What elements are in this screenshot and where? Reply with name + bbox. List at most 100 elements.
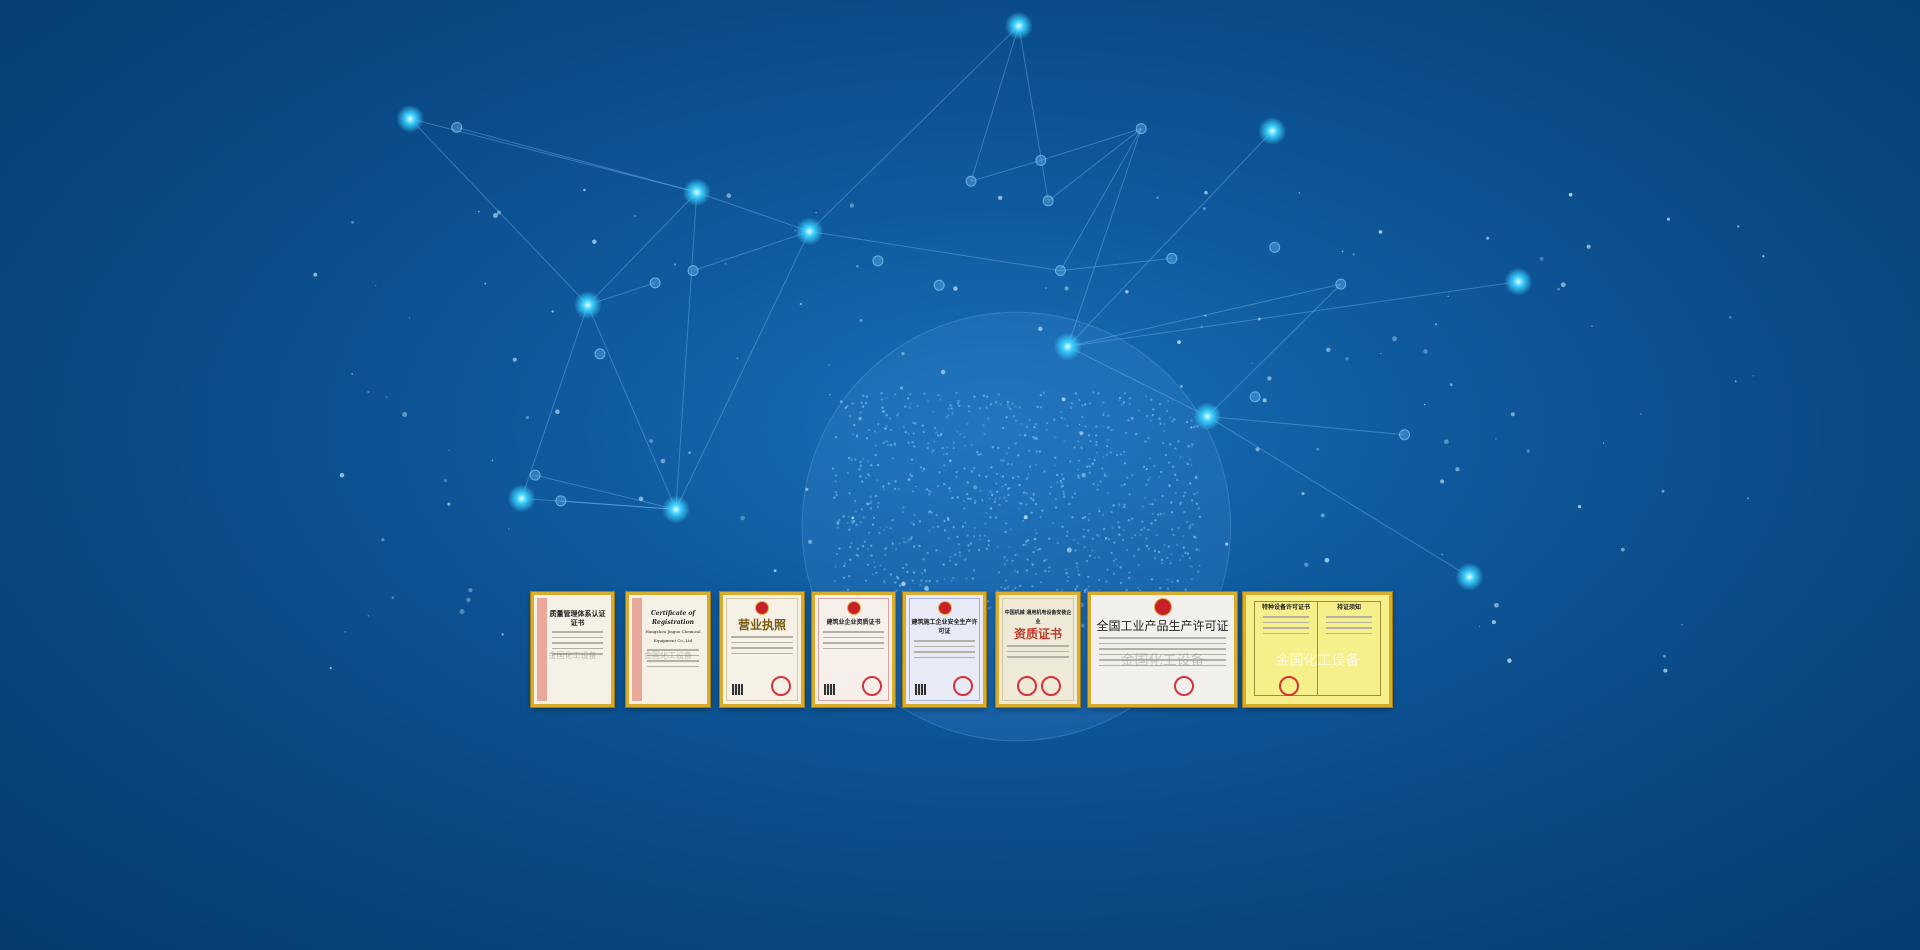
globe-dot	[991, 494, 993, 496]
globe-dot	[1035, 532, 1037, 534]
globe-dot	[1004, 531, 1006, 533]
certificate-business-license[interactable]: 营业执照	[720, 592, 804, 707]
certificate-special-equipment[interactable]: 特种设备许可证书 持证须知 金国化工设备	[1243, 592, 1392, 707]
globe-dot	[1001, 485, 1003, 487]
globe-dot	[1049, 492, 1051, 494]
globe-dot	[1186, 421, 1188, 423]
star-dot	[1455, 467, 1459, 471]
star-dot	[1557, 288, 1560, 291]
globe-dot	[1018, 508, 1020, 510]
star-dot	[1079, 325, 1080, 326]
globe-dot	[1102, 401, 1104, 403]
network-node	[396, 105, 424, 133]
globe-dot	[932, 411, 934, 413]
star-dot	[345, 631, 346, 632]
globe-dot	[847, 472, 849, 474]
globe-dot	[1171, 581, 1173, 583]
certificate-iso-english[interactable]: Certificate of Registration Hangzhou Jin…	[626, 592, 710, 707]
globe-dot	[1174, 447, 1176, 449]
star-dot	[808, 540, 812, 544]
globe-dot	[920, 466, 922, 468]
network-node	[1250, 392, 1260, 402]
certificate-qualification[interactable]: 中国机械 通用机电设备安装企业 资质证书	[996, 592, 1080, 707]
certificate-production-license[interactable]: 全国工业产品生产许可证 金国化工设备	[1088, 592, 1237, 707]
globe-dot	[987, 417, 989, 419]
globe-dot	[1043, 391, 1045, 393]
globe-dot	[835, 491, 837, 493]
network-node	[1043, 196, 1053, 206]
globe-dot	[1196, 548, 1198, 550]
star-dot	[1125, 290, 1128, 293]
globe-dot	[894, 581, 896, 583]
globe-dot	[1065, 568, 1067, 570]
globe-dot	[1179, 456, 1181, 458]
globe-dot	[1062, 478, 1064, 480]
globe-dot	[1107, 426, 1109, 428]
globe-dot	[925, 580, 927, 582]
star-dot	[639, 497, 644, 502]
certificate-construction-qualification[interactable]: 建筑业企业资质证书	[812, 592, 895, 707]
network-link	[1068, 131, 1272, 347]
globe-dot	[965, 558, 967, 560]
globe-dot	[884, 554, 886, 556]
globe-dot	[928, 580, 930, 582]
network-node	[650, 278, 660, 288]
globe-dot	[912, 490, 914, 492]
globe-dot	[1046, 422, 1048, 424]
globe-dot	[1016, 571, 1018, 573]
globe-dot	[1061, 526, 1063, 528]
star-dot	[484, 283, 486, 285]
globe-dot	[1196, 491, 1198, 493]
star-dot	[1492, 620, 1496, 624]
globe-dot	[909, 393, 911, 395]
star-dot	[508, 528, 510, 530]
globe-dot	[997, 546, 999, 548]
globe-dot	[932, 526, 934, 528]
globe-dot	[1055, 506, 1057, 508]
globe-dot	[1153, 465, 1155, 467]
globe-dot	[995, 401, 997, 403]
globe-dot	[955, 476, 957, 478]
globe-dot	[1018, 406, 1020, 408]
globe-dot	[1168, 461, 1170, 463]
globe-dot	[870, 464, 872, 466]
globe-dot	[1088, 519, 1090, 521]
globe-dot	[1011, 463, 1013, 465]
globe-dot	[877, 423, 879, 425]
star-dot	[774, 569, 777, 572]
globe-dot	[907, 442, 909, 444]
certificate-title: 全国工业产品生产许可证	[1091, 619, 1234, 633]
globe-dot	[865, 579, 867, 581]
globe-dot	[1040, 394, 1042, 396]
star-dot	[466, 598, 470, 602]
network-node	[595, 349, 605, 359]
star-dot	[583, 189, 585, 191]
certificate-iso-chinese[interactable]: 质量管理体系认证证书 金国化工设备	[531, 592, 614, 707]
globe-dot	[1076, 585, 1078, 587]
globe-dot	[928, 530, 930, 532]
star-dot	[1204, 315, 1206, 317]
globe-dot	[1078, 574, 1080, 576]
globe-dot	[838, 519, 840, 521]
star-dot	[1342, 251, 1344, 253]
globe-dot	[1061, 473, 1063, 475]
star-dot	[1621, 548, 1625, 552]
certificate-safety-production[interactable]: 建筑施工企业安全生产许可证	[903, 592, 986, 707]
globe-dot	[910, 403, 912, 405]
globe-dot	[1092, 462, 1094, 464]
star-dot	[794, 230, 796, 232]
star-dot	[829, 365, 830, 366]
globe-dot	[1014, 405, 1016, 407]
network-node	[1055, 266, 1065, 276]
globe-dot	[849, 558, 851, 560]
globe-dot	[1158, 417, 1160, 419]
globe-dot	[1187, 463, 1189, 465]
star-dot	[551, 310, 553, 312]
globe-dot	[911, 458, 913, 460]
globe-dot	[1198, 507, 1200, 509]
globe-dot	[1145, 441, 1147, 443]
globe-dot	[848, 575, 850, 577]
globe-dot	[1004, 588, 1006, 590]
globe-dot	[955, 471, 957, 473]
globe-dot	[891, 519, 893, 521]
